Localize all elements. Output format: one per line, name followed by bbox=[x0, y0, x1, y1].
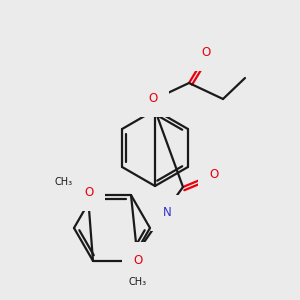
Text: O: O bbox=[209, 169, 219, 182]
Text: O: O bbox=[134, 254, 142, 266]
Text: O: O bbox=[148, 92, 158, 106]
Text: H: H bbox=[153, 208, 161, 218]
Text: CH₃: CH₃ bbox=[55, 177, 73, 187]
Text: O: O bbox=[84, 187, 94, 200]
Text: CH₃: CH₃ bbox=[129, 277, 147, 287]
Text: O: O bbox=[201, 46, 211, 59]
Text: N: N bbox=[163, 206, 171, 220]
